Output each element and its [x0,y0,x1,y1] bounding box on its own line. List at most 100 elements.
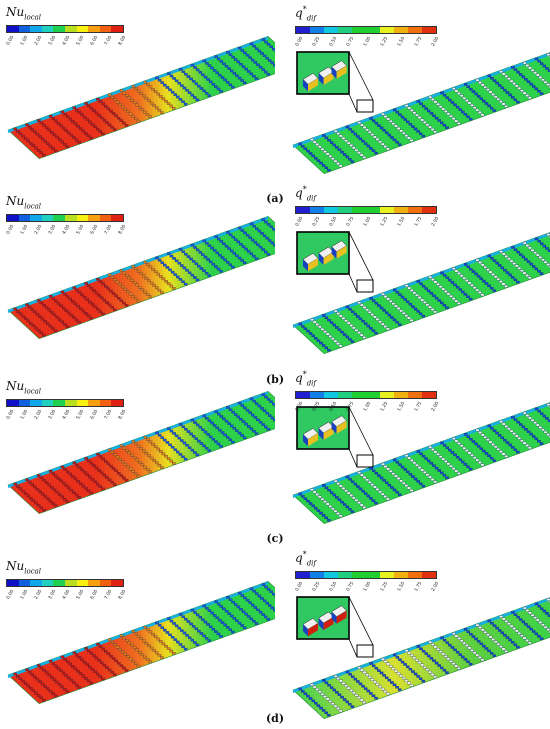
pin-fin [244,247,248,251]
pin-fin [144,642,149,645]
pin-fin [228,408,233,411]
pin-fin [223,433,227,437]
pin-fin [181,615,185,619]
pin-fin [323,330,327,333]
pin-fin [122,446,126,450]
pin-fin [75,288,79,292]
pin-fin [432,464,436,467]
q-plate-surface [292,52,550,174]
q-dif-plot [292,231,550,354]
pin-fin [39,696,43,700]
pin-fin [228,628,233,631]
pin-fin [359,698,364,702]
pin-fin [182,266,187,270]
pin-fin [463,293,468,296]
pin-fin [369,147,373,150]
pin-fin [492,259,497,262]
pin-fin [459,94,464,98]
pin-fin [111,292,116,295]
pin-fin [257,49,262,53]
nu-plate-surface [7,581,275,704]
pin-fin [98,100,103,103]
pin-fin [132,101,137,104]
pin-fin [80,293,84,297]
pin-fin [168,443,172,447]
pin-fin [240,624,244,627]
pin-fin [268,59,272,62]
colorbar-tick-label: 0.25 [312,581,322,593]
pin-fin [352,691,356,695]
pin-fin [403,663,407,666]
pin-fin [457,272,461,275]
pin-fin [67,676,71,680]
pin-fin [517,87,522,90]
pin-fin [110,96,115,99]
pin-fin [86,489,91,493]
pin-fin [407,681,411,685]
pin-fin [450,281,455,284]
pin-fin [357,471,362,474]
pin-fin [495,626,499,630]
nu-colorbar: Nulocal 0.00 1.00 2.00 3.00 4.00 5.00 6.00 7.00 8… [6,380,127,423]
pin-fin [486,268,490,271]
pin-fin [118,283,122,286]
pin-fin [73,302,78,306]
pin-fin [437,119,441,122]
colorbar-swatch [76,26,89,33]
pin-fin [84,457,88,460]
pin-fin [492,624,497,627]
pin-fin [186,430,191,433]
pin-fin [234,603,238,606]
pin-fin [152,284,156,287]
pin-fin [115,100,120,104]
pin-fin [191,80,196,83]
pin-fin [53,149,58,153]
pin-fin [318,690,322,694]
pin-fin [542,609,547,613]
pin-fin [345,155,349,159]
pin-fin [490,257,494,260]
pin-fin [60,140,64,144]
pin-fin [469,632,473,636]
pin-fin [322,314,326,317]
pin-fin [119,444,124,447]
pin-fin [136,119,141,123]
pin-fin [534,602,539,606]
colorbar-tick-label: 5.00 [76,589,86,601]
pin-fin [352,146,356,150]
pin-fin [411,670,415,673]
pin-fin [105,666,109,669]
pin-fin [125,94,129,97]
pin-fin [475,623,480,627]
pin-fin [86,104,91,108]
pin-fin [480,263,485,267]
pin-fin [92,654,96,657]
pin-fin [193,641,197,644]
pin-fin [508,443,512,447]
pin-fin [68,297,73,301]
pin-fin [60,465,65,469]
pin-fin [269,590,273,593]
pin-fin [345,305,350,309]
pin-fin [231,410,235,414]
colorbar-swatch [64,400,77,407]
pin-fin [527,641,532,645]
pin-fin [157,654,162,657]
pin-fin [433,280,438,284]
colorbar-swatch [408,392,422,399]
pin-fin [113,278,117,281]
pin-fin [397,688,402,691]
pin-fin [410,654,414,657]
pin-fin [395,491,399,494]
pin-fin [379,306,384,310]
pin-fin [499,280,503,283]
pin-fin [51,472,55,475]
pin-fin [228,263,233,266]
colorbar-swatch [99,215,112,222]
pin-fin [67,131,71,135]
pin-fin [423,471,427,474]
pin-fin [156,272,160,276]
pin-fin [123,108,128,111]
pin-fin [210,246,214,250]
pin-fin [433,480,437,484]
